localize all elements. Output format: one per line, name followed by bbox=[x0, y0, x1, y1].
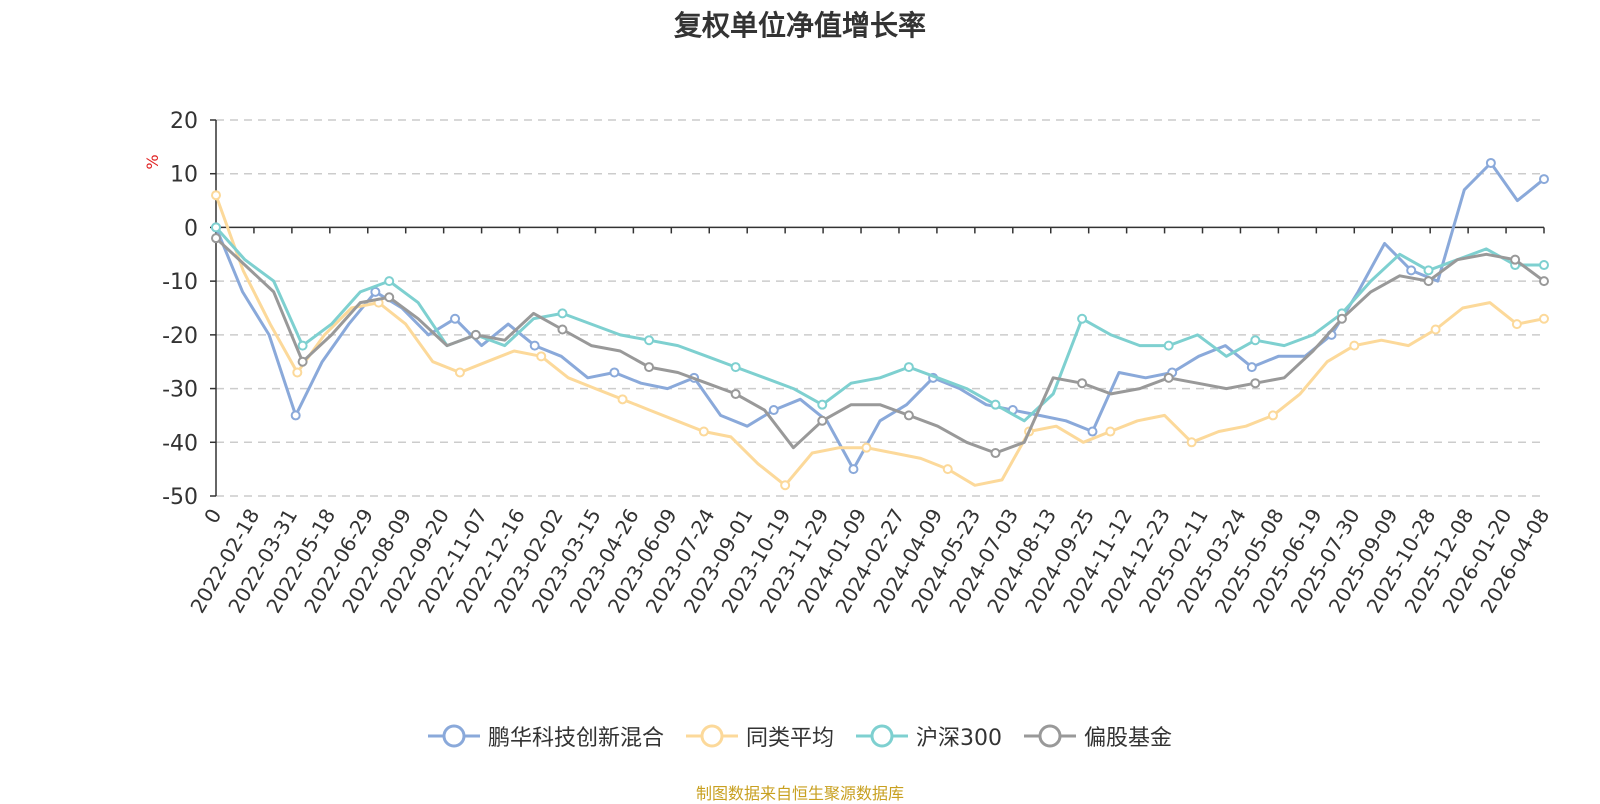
legend-swatch bbox=[685, 724, 738, 748]
data-point bbox=[529, 340, 540, 351]
data-point bbox=[557, 308, 568, 319]
data-point bbox=[861, 442, 872, 453]
y-tick-label: -30 bbox=[162, 378, 198, 403]
data-point bbox=[450, 313, 461, 324]
data-point bbox=[297, 356, 308, 367]
series-line-2 bbox=[214, 226, 1544, 423]
data-point bbox=[1539, 174, 1549, 185]
chart-title: 复权单位净值增长率 bbox=[673, 9, 926, 42]
data-point bbox=[1267, 410, 1278, 421]
data-point bbox=[1539, 276, 1549, 287]
data-point bbox=[1246, 362, 1257, 373]
data-point bbox=[990, 399, 1001, 410]
data-point bbox=[730, 388, 741, 399]
data-point bbox=[470, 329, 481, 340]
y-tick-label: -50 bbox=[162, 485, 198, 510]
data-point bbox=[644, 362, 655, 373]
source-note: 制图数据来自恒生聚源数据库 bbox=[695, 784, 904, 803]
y-tick-label: -10 bbox=[162, 270, 198, 295]
legend: 鹏华科技创新混合 同类平均 沪深300 偏股基金 bbox=[0, 720, 1600, 752]
legend-item[interactable]: 同类平均 bbox=[685, 720, 834, 752]
data-point bbox=[990, 448, 1001, 459]
legend-label: 鹏华科技创新混合 bbox=[487, 726, 664, 751]
data-point bbox=[768, 405, 779, 416]
y-tick-label: 20 bbox=[170, 109, 198, 134]
legend-item[interactable]: 沪深300 bbox=[856, 720, 1002, 752]
data-point bbox=[698, 426, 709, 437]
data-point bbox=[644, 335, 655, 346]
data-point bbox=[848, 464, 859, 475]
data-point bbox=[1087, 426, 1098, 437]
y-tick-label: -40 bbox=[162, 431, 198, 456]
legend-label: 同类平均 bbox=[745, 726, 834, 751]
data-point bbox=[1511, 319, 1522, 330]
data-point bbox=[1539, 260, 1549, 271]
series-line-1 bbox=[214, 194, 1545, 487]
data-point bbox=[1423, 276, 1434, 287]
data-point bbox=[370, 286, 381, 297]
data-point bbox=[730, 362, 741, 373]
data-point bbox=[1423, 265, 1434, 276]
data-point bbox=[292, 367, 303, 378]
data-point bbox=[817, 415, 828, 426]
data-point bbox=[1349, 340, 1360, 351]
data-point bbox=[1430, 324, 1441, 335]
data-point bbox=[1105, 426, 1116, 437]
data-point bbox=[1250, 378, 1261, 389]
y-tick-label: 10 bbox=[170, 163, 198, 188]
x-tick-label: 0 bbox=[199, 505, 226, 528]
data-point bbox=[290, 410, 301, 421]
data-point bbox=[903, 410, 914, 421]
data-point bbox=[557, 324, 568, 335]
legend-label: 偏股基金 bbox=[1084, 726, 1173, 751]
data-point bbox=[609, 367, 620, 378]
data-point bbox=[903, 362, 914, 373]
data-point bbox=[297, 340, 308, 351]
data-point bbox=[817, 399, 828, 410]
data-point bbox=[1510, 254, 1521, 265]
y-tick-label: -20 bbox=[162, 324, 198, 349]
data-point bbox=[536, 351, 547, 362]
data-point bbox=[211, 222, 221, 233]
data-point bbox=[942, 464, 953, 475]
data-point bbox=[1406, 265, 1417, 276]
data-point bbox=[211, 233, 221, 244]
legend-item[interactable]: 偏股基金 bbox=[1024, 720, 1172, 752]
data-point bbox=[780, 480, 791, 491]
data-point bbox=[1163, 340, 1174, 351]
legend-swatch bbox=[856, 724, 908, 748]
data-point bbox=[1163, 372, 1174, 383]
data-point bbox=[1250, 335, 1261, 346]
data-point bbox=[384, 276, 395, 287]
data-point bbox=[1336, 313, 1347, 324]
data-point bbox=[384, 292, 395, 303]
series-line-3 bbox=[214, 237, 1545, 455]
data-point bbox=[211, 190, 221, 201]
data-point bbox=[1077, 378, 1088, 389]
data-point bbox=[617, 394, 628, 405]
legend-label: 沪深300 bbox=[916, 726, 1002, 751]
legend-item[interactable]: 鹏华科技创新混合 bbox=[427, 720, 664, 752]
y-tick-label: 0 bbox=[184, 216, 198, 241]
data-point bbox=[1077, 313, 1088, 324]
data-point bbox=[1485, 157, 1496, 168]
data-point bbox=[454, 367, 465, 378]
data-point bbox=[1539, 313, 1549, 324]
legend-swatch bbox=[1024, 724, 1076, 748]
data-point bbox=[1186, 437, 1197, 448]
legend-swatch bbox=[427, 724, 480, 748]
y-axis-label: % bbox=[143, 154, 162, 169]
